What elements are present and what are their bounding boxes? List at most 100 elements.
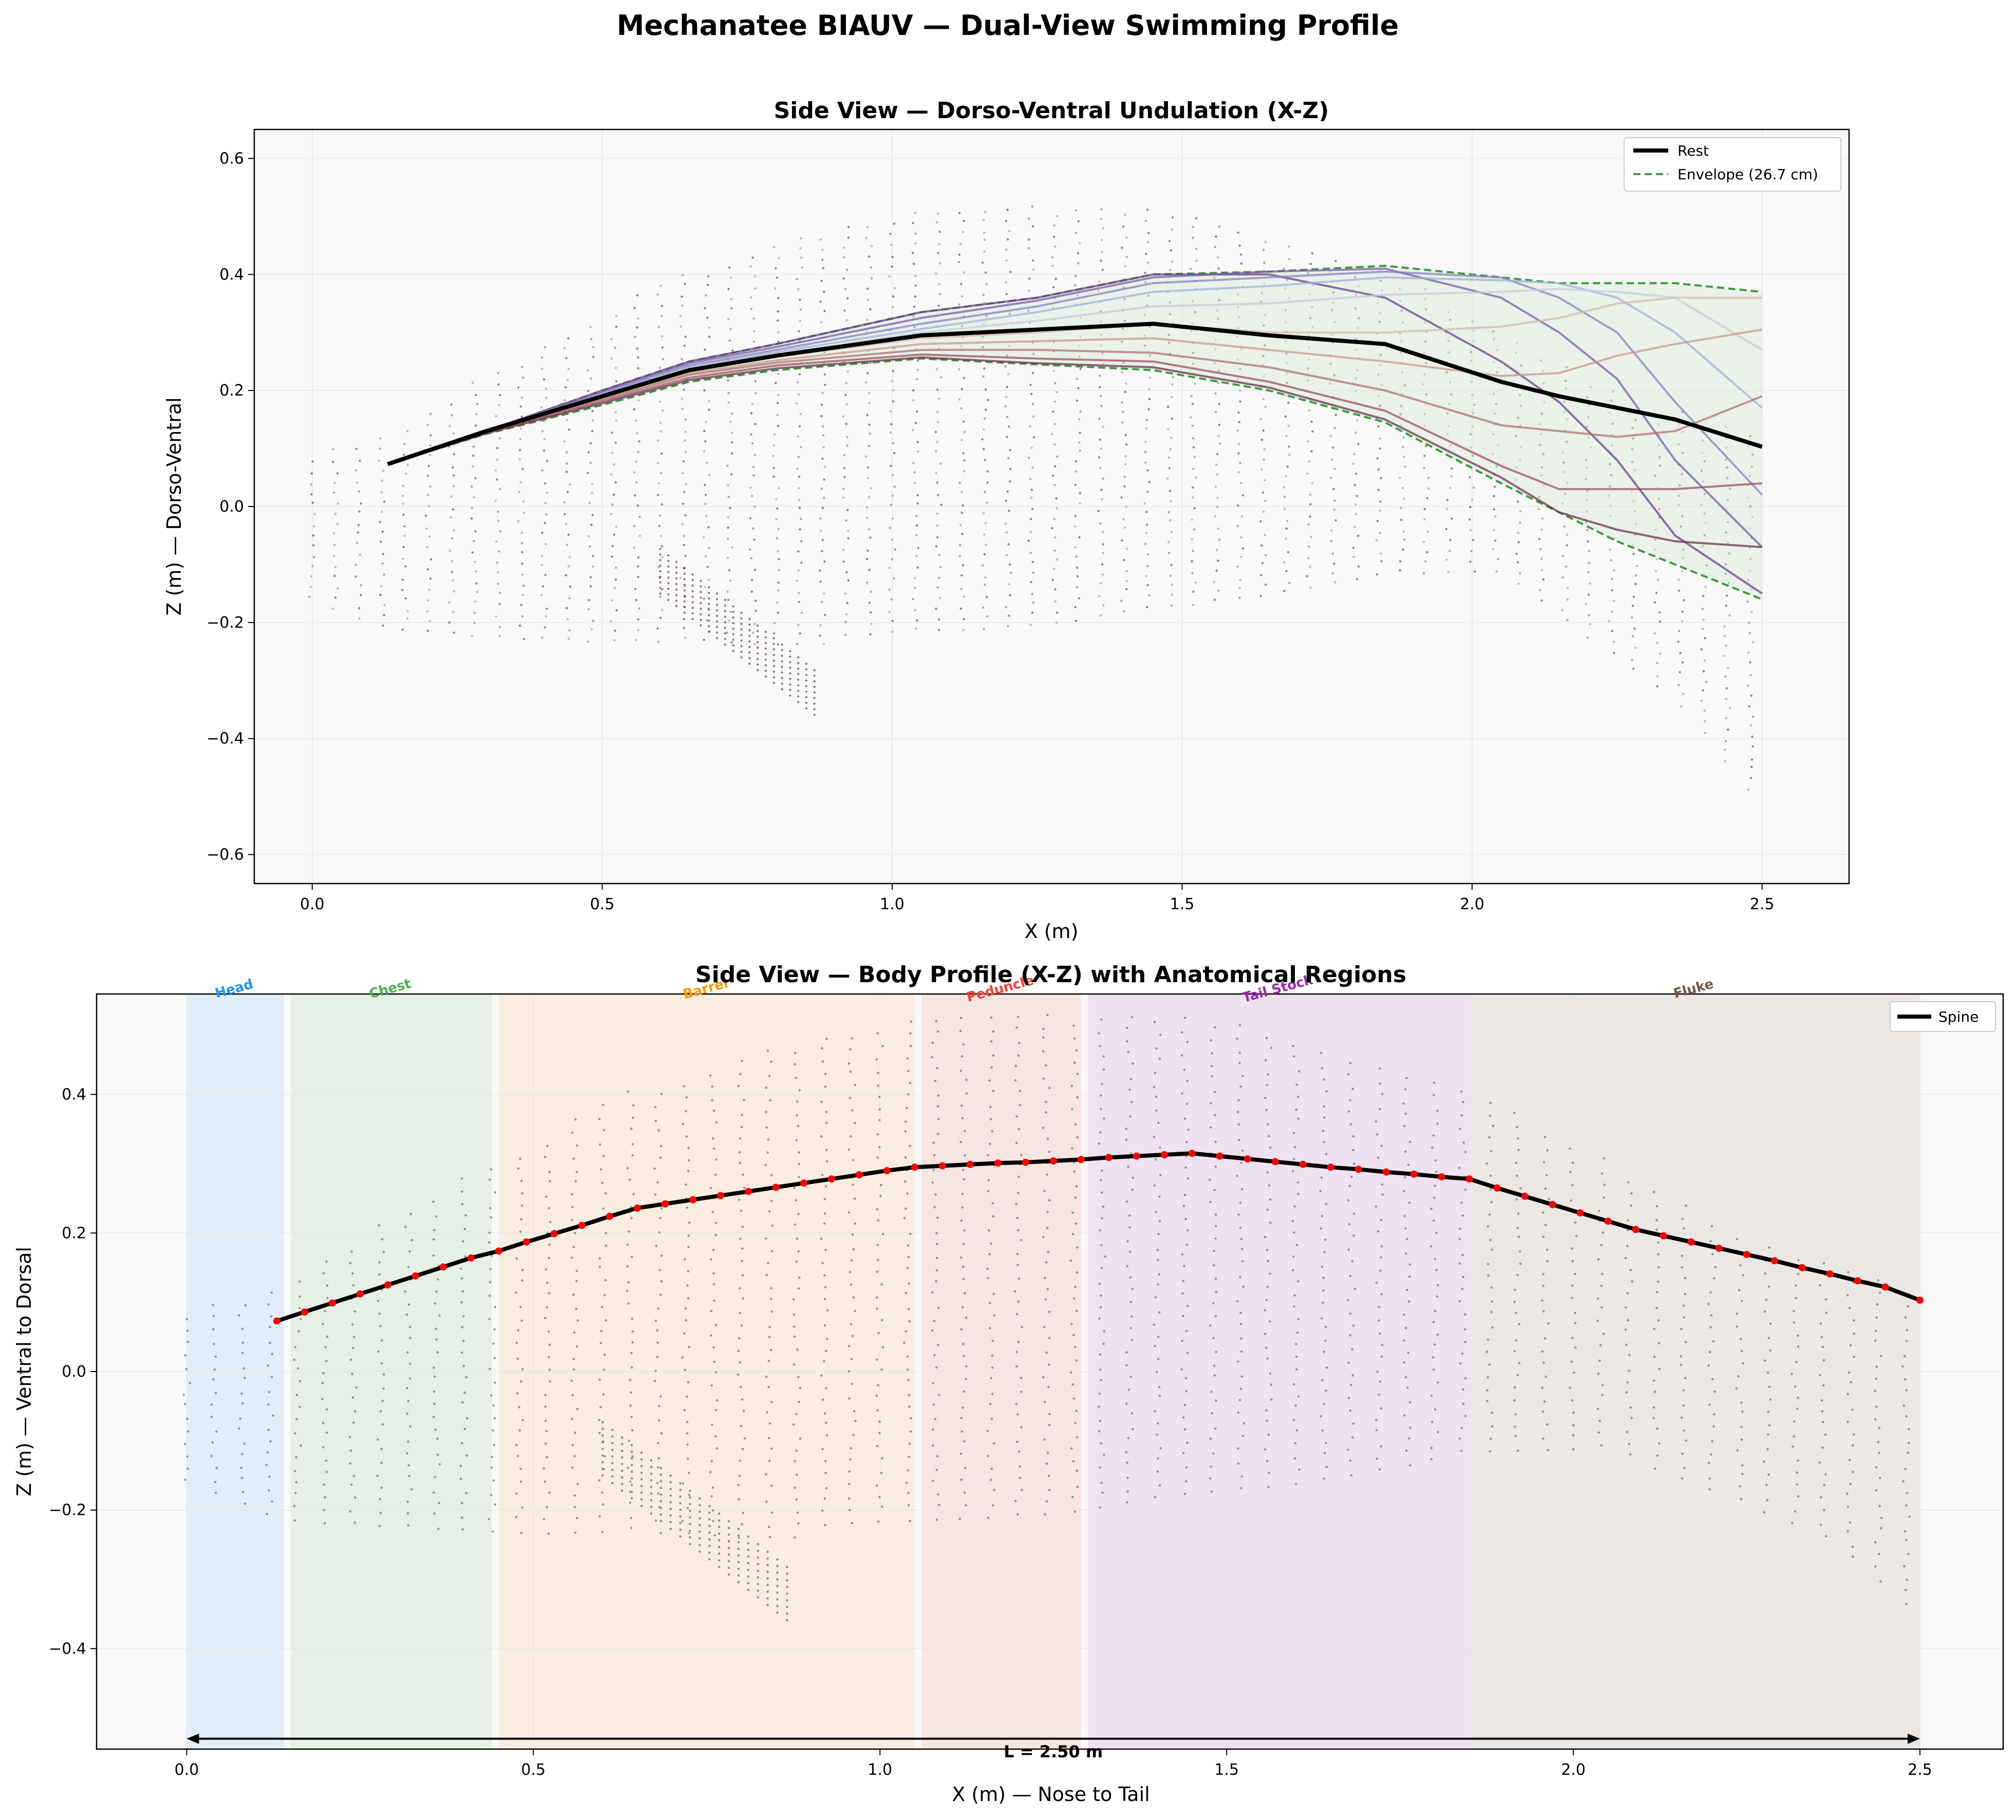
mesh-point [1610, 610, 1613, 613]
spine-point [800, 1179, 807, 1187]
mesh-point [797, 656, 800, 659]
mesh-point [850, 1135, 852, 1138]
mesh-point [1399, 299, 1402, 302]
mesh-point [1072, 1460, 1075, 1462]
mesh-point [773, 246, 775, 249]
mesh-point [1907, 1451, 1910, 1454]
mesh-point [757, 1543, 759, 1546]
mesh-point [793, 1187, 796, 1189]
mesh-point [786, 1586, 788, 1588]
rest-line [387, 322, 1763, 466]
mesh-point [989, 1118, 992, 1120]
mesh-point [795, 1199, 798, 1202]
mesh-point [1458, 1167, 1461, 1169]
mesh-point [1030, 392, 1033, 395]
mesh-point [781, 649, 783, 652]
mesh-point [576, 1517, 578, 1519]
mesh-point [1237, 1447, 1239, 1450]
mesh-point [567, 565, 570, 568]
mesh-point [614, 367, 617, 369]
mesh-point [786, 1619, 788, 1622]
phase-curve [387, 353, 1762, 491]
mesh-point [794, 1487, 796, 1489]
mesh-point [737, 1541, 740, 1544]
mesh-point [1079, 368, 1082, 370]
mesh-point [1262, 398, 1265, 401]
mesh-point [650, 1459, 653, 1462]
mesh-point [685, 1135, 688, 1138]
mesh-point [1192, 299, 1194, 303]
mesh-point [543, 1480, 547, 1483]
mesh-point [710, 1258, 712, 1261]
mesh-point [820, 279, 823, 282]
mesh-point [357, 524, 360, 527]
mesh-point [1460, 1450, 1463, 1452]
mesh-point [1185, 1141, 1188, 1143]
mesh-point [1259, 520, 1262, 523]
mesh-point [773, 643, 775, 645]
mesh-point [1542, 1361, 1545, 1364]
mesh-point [1765, 1299, 1767, 1301]
mesh-point [1098, 418, 1101, 420]
mesh-point [1171, 383, 1174, 386]
mesh-point [640, 1451, 643, 1454]
mesh-point [1376, 520, 1379, 522]
mesh-point [657, 494, 660, 496]
mesh-point [1627, 1181, 1630, 1184]
mesh-point [990, 1016, 993, 1019]
mesh-point [1214, 246, 1216, 248]
mesh-point [849, 1509, 851, 1511]
mesh-point [1902, 1480, 1905, 1483]
mesh-point [1236, 429, 1239, 432]
mesh-point [1214, 1237, 1217, 1240]
mesh-point [935, 1269, 938, 1272]
mesh-point [813, 708, 816, 710]
mesh-point [1450, 517, 1453, 520]
mesh-point [1878, 1553, 1880, 1555]
mesh-point [770, 1060, 773, 1063]
mesh-point [574, 1431, 577, 1434]
mesh-point [295, 1394, 298, 1396]
mesh-point [757, 1556, 759, 1559]
mesh-point [1192, 352, 1194, 354]
spine-point [1715, 1244, 1723, 1252]
mesh-point [213, 1343, 215, 1345]
mesh-point [1286, 465, 1289, 468]
mesh-point [1015, 1141, 1018, 1144]
mesh-point [1348, 1223, 1351, 1226]
mesh-point [1542, 1235, 1545, 1238]
mesh-point [628, 1230, 630, 1233]
mesh-point [541, 585, 544, 588]
mesh-point [737, 1567, 740, 1570]
mesh-point [774, 382, 777, 384]
mesh-point [1849, 1344, 1852, 1347]
mesh-point [1185, 1102, 1189, 1105]
mesh-point [800, 561, 803, 564]
spine-point [1604, 1217, 1612, 1225]
mesh-point [1631, 544, 1634, 547]
mesh-point [1240, 1350, 1243, 1353]
mesh-point [669, 1481, 672, 1484]
mesh-point [710, 1309, 713, 1312]
mesh-point [323, 1484, 325, 1486]
mesh-point [1241, 1260, 1244, 1263]
mesh-point [805, 707, 808, 710]
mesh-point [1288, 258, 1291, 260]
mesh-point [1216, 309, 1218, 312]
mesh-point [1702, 670, 1705, 673]
mesh-point [866, 477, 870, 479]
mesh-point [433, 1402, 436, 1405]
mesh-point [1266, 1208, 1269, 1211]
mesh-point [1240, 1475, 1243, 1478]
mesh-point [379, 437, 382, 440]
mesh-point [656, 462, 660, 464]
mesh-point [688, 1493, 691, 1496]
mesh-point [1145, 253, 1147, 255]
mesh-point [847, 226, 850, 228]
mesh-point [1264, 499, 1267, 502]
mesh-point [660, 1280, 663, 1283]
mesh-point [1566, 587, 1569, 590]
mesh-point [1424, 445, 1427, 447]
mesh-point [1263, 261, 1266, 264]
mesh-point [1603, 1196, 1605, 1199]
